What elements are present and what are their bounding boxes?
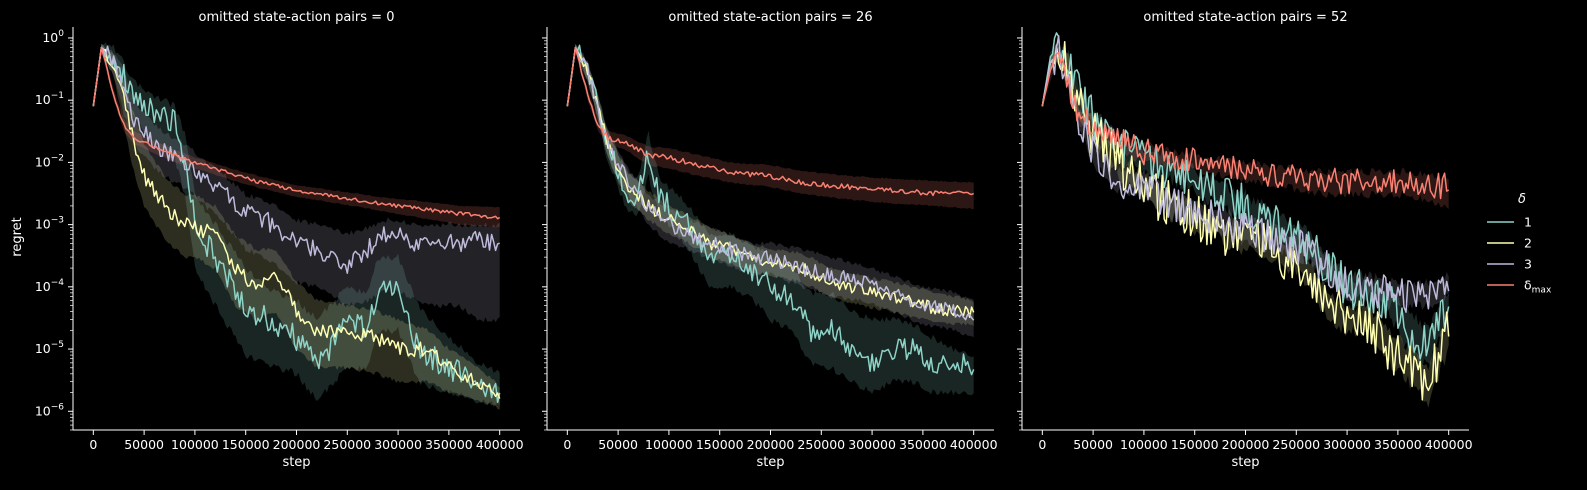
x-tick-label: 400000 [476, 437, 524, 452]
x-axis-label: step [756, 455, 784, 470]
x-tick-label: 200000 [747, 437, 795, 452]
series-lines [92, 45, 501, 403]
line-delta-4 [566, 46, 975, 197]
panel-1: omitted state-action pairs = 0 10−6 10−5 10… [35, 10, 524, 470]
x-tick-label: 100000 [1120, 437, 1168, 452]
legend-entry-4: δmax [1487, 278, 1552, 296]
line-delta-4 [1041, 51, 1450, 200]
x-tick-label: 200000 [1222, 437, 1270, 452]
y-tick-label: 10−5 [35, 340, 64, 356]
x-tick-label: 150000 [1171, 437, 1219, 452]
x-tick-label: 0 [563, 437, 571, 452]
facet-panels: omitted state-action pairs = 0 10−6 10−5 10… [35, 10, 1473, 470]
band-delta-2 [567, 44, 974, 326]
legend: δ 1 2 3 δmax [1487, 192, 1552, 296]
line-delta-2 [1041, 40, 1450, 401]
legend-title: δ [1518, 192, 1526, 207]
x-tick-label: 350000 [1374, 437, 1422, 452]
legend-label: 2 [1524, 236, 1532, 251]
y-tick-label: 10−6 [35, 402, 64, 418]
confidence-bands [93, 42, 500, 410]
band-delta-2 [1042, 50, 1449, 408]
x-tick-label: 200000 [273, 437, 321, 452]
x-tick-label: 400000 [950, 437, 998, 452]
y-tick-label: 10−2 [35, 153, 64, 169]
line-delta-1 [92, 46, 501, 403]
line-delta-3 [566, 46, 975, 321]
y-tick-label: 10−3 [35, 216, 64, 232]
y-axis-label: regret [10, 217, 25, 256]
legend-label: δmax [1524, 278, 1552, 296]
band-delta-4 [1042, 46, 1449, 210]
band-delta-2 [93, 44, 500, 410]
x-tick-label: 300000 [848, 437, 896, 452]
x-axis-label: step [282, 455, 310, 470]
x-tick-label: 50000 [1073, 437, 1113, 452]
band-delta-1 [567, 44, 974, 396]
y-tick-label: 100 [42, 29, 64, 45]
legend-label: 3 [1524, 257, 1532, 272]
x-tick-label: 50000 [598, 437, 638, 452]
x-tick-label: 50000 [124, 437, 164, 452]
line-delta-3 [92, 45, 500, 274]
line-delta-2 [566, 46, 975, 318]
legend-entry-3: 3 [1487, 257, 1532, 272]
panel-2: omitted state-action pairs = 26 0 50000 100… [542, 10, 998, 470]
x-tick-label: 350000 [425, 437, 473, 452]
x-tick-label: 250000 [1272, 437, 1320, 452]
legend-entry-2: 2 [1487, 236, 1532, 251]
y-tick-label: 10−4 [35, 278, 64, 294]
x-axis-label: step [1231, 455, 1259, 470]
panel-title: omitted state-action pairs = 26 [668, 10, 872, 25]
x-tick-label: 400000 [1425, 437, 1473, 452]
line-delta-4 [92, 46, 501, 220]
x-tick-label: 100000 [171, 437, 219, 452]
series-lines [566, 44, 975, 376]
panel-title: omitted state-action pairs = 0 [199, 10, 395, 25]
band-delta-4 [567, 44, 974, 210]
x-tick-label: 250000 [323, 437, 371, 452]
x-tick-label: 350000 [899, 437, 947, 452]
x-tick-label: 150000 [222, 437, 270, 452]
panel-title: omitted state-action pairs = 52 [1143, 10, 1347, 25]
series-lines [1041, 32, 1450, 401]
x-tick-label: 0 [89, 437, 97, 452]
line-delta-3 [1041, 34, 1450, 313]
y-tick-label: 10−1 [35, 91, 64, 107]
panel-3: omitted state-action pairs = 52 0 50000 100… [1017, 10, 1473, 470]
band-delta-3 [93, 44, 500, 323]
legend-label: 1 [1524, 215, 1532, 230]
x-tick-label: 150000 [696, 437, 744, 452]
line-delta-1 [566, 44, 975, 376]
legend-entry-1: 1 [1487, 215, 1532, 230]
x-tick-label: 0 [1038, 437, 1046, 452]
line-delta-2 [92, 46, 501, 399]
x-tick-label: 300000 [1323, 437, 1371, 452]
x-tick-label: 300000 [374, 437, 422, 452]
x-tick-label: 250000 [797, 437, 845, 452]
band-delta-1 [93, 42, 500, 407]
x-tick-label: 100000 [645, 437, 693, 452]
